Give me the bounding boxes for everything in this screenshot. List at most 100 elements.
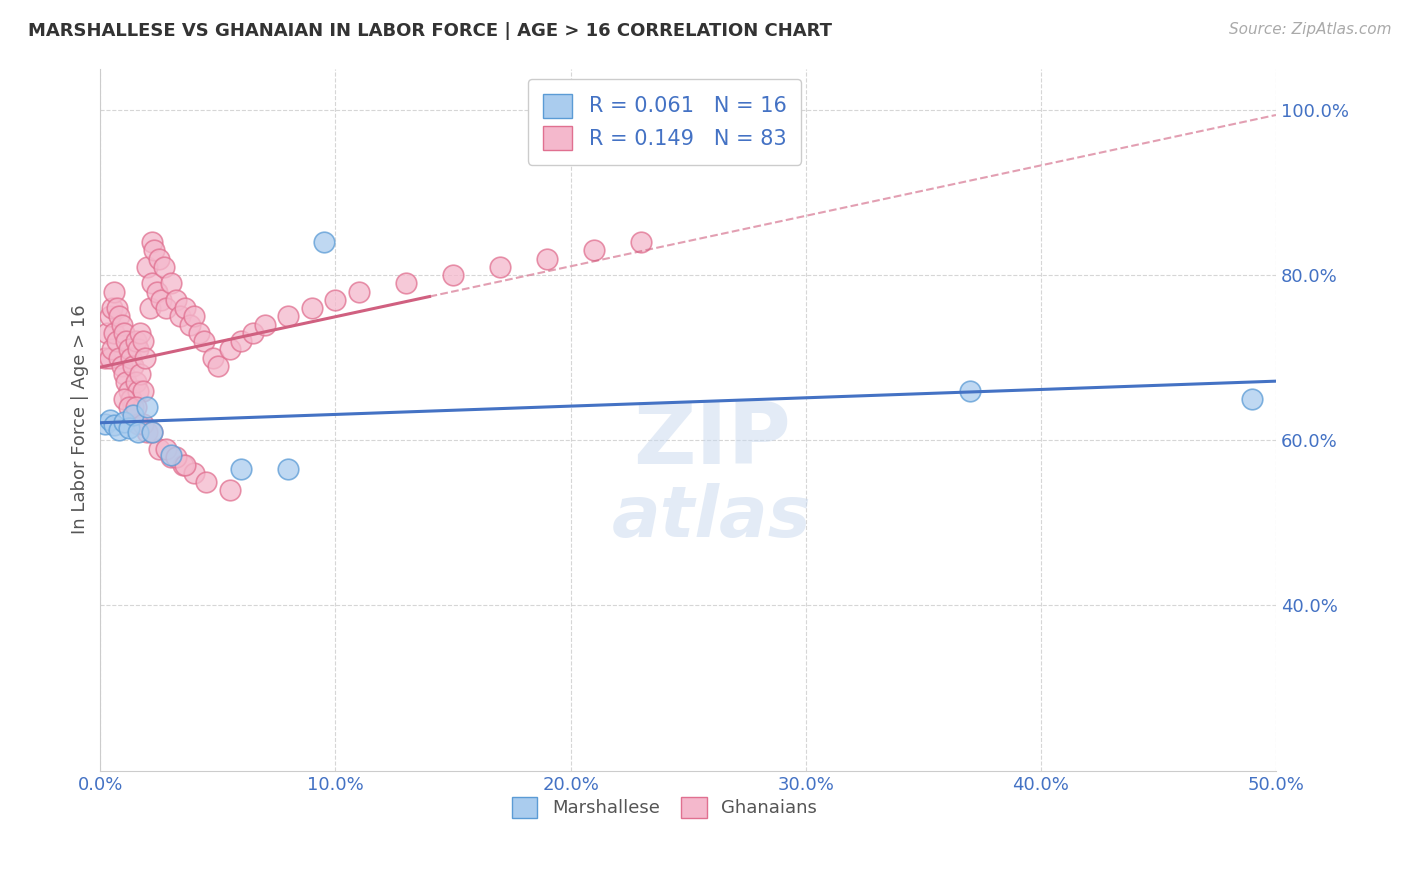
Text: atlas: atlas (612, 483, 811, 552)
Point (183, 467, 205, 481)
Point (120, 392, 142, 406)
Point (141, 235, 163, 249)
Point (129, 367, 152, 381)
Point (127, 384, 149, 398)
Point (112, 326, 135, 340)
Point (148, 252, 170, 266)
Point (117, 343, 139, 357)
Point (122, 409, 145, 423)
Point (277, 462, 299, 476)
Point (108, 310, 131, 324)
Point (195, 475, 218, 489)
Y-axis label: In Labor Force | Age > 16: In Labor Force | Age > 16 (72, 305, 89, 534)
Point (207, 359, 229, 373)
Point (101, 301, 124, 315)
Point (103, 285, 125, 299)
Point (112, 367, 135, 381)
Point (112, 392, 135, 406)
Point (188, 326, 211, 340)
Legend: Marshallese, Ghanaians: Marshallese, Ghanaians (505, 789, 824, 825)
Point (160, 448, 183, 462)
Point (441, 268, 464, 282)
Point (165, 450, 187, 464)
Point (325, 293, 347, 307)
Point (218, 483, 240, 497)
Point (395, 277, 418, 291)
Point (98, 351, 121, 365)
Point (1241, 392, 1264, 406)
Point (253, 318, 276, 332)
Point (174, 458, 197, 472)
Point (179, 318, 201, 332)
Point (96, 326, 118, 340)
Point (138, 301, 160, 315)
Point (103, 418, 125, 433)
Point (127, 417, 149, 431)
Point (218, 343, 240, 357)
Point (110, 359, 132, 373)
Point (124, 376, 146, 390)
Text: MARSHALLESE VS GHANAIAN IN LABOR FORCE | AGE > 16 CORRELATION CHART: MARSHALLESE VS GHANAIAN IN LABOR FORCE |… (28, 22, 832, 40)
Point (94, 351, 117, 365)
Point (231, 334, 253, 348)
Point (124, 334, 146, 348)
Point (115, 334, 138, 348)
Text: ZIP: ZIP (633, 400, 790, 483)
Point (110, 318, 132, 332)
Point (183, 310, 205, 324)
Point (98, 412, 121, 426)
Point (136, 260, 159, 274)
Point (141, 277, 163, 291)
Point (117, 384, 139, 398)
Point (131, 417, 153, 431)
Point (98, 310, 121, 324)
Point (101, 343, 124, 357)
Point (277, 310, 299, 324)
Point (630, 235, 652, 249)
Point (165, 293, 187, 307)
Point (136, 401, 159, 415)
Point (127, 343, 149, 357)
Point (105, 301, 128, 315)
Point (117, 421, 139, 435)
Point (231, 462, 253, 476)
Point (155, 301, 177, 315)
Point (242, 326, 264, 340)
Point (124, 401, 146, 415)
Point (131, 384, 153, 398)
Point (959, 384, 981, 398)
Point (174, 301, 197, 315)
Point (117, 401, 139, 415)
Point (103, 326, 125, 340)
Point (141, 425, 163, 439)
Point (94, 417, 117, 431)
Point (136, 425, 159, 439)
Point (108, 423, 131, 437)
Point (169, 310, 191, 324)
Point (160, 277, 183, 291)
Point (131, 334, 153, 348)
Point (193, 334, 215, 348)
Point (172, 458, 194, 472)
Point (129, 326, 152, 340)
Point (141, 425, 163, 439)
Point (143, 244, 166, 258)
Point (127, 425, 149, 439)
Point (301, 301, 323, 315)
Point (148, 442, 170, 456)
Point (312, 235, 335, 249)
Point (150, 293, 173, 307)
Point (134, 351, 156, 365)
Point (146, 285, 169, 299)
Point (112, 415, 135, 429)
Point (536, 252, 558, 266)
Point (115, 376, 138, 390)
Point (155, 442, 177, 456)
Point (122, 401, 145, 415)
Point (108, 351, 131, 365)
Point (153, 260, 176, 274)
Point (347, 285, 370, 299)
Point (489, 260, 512, 274)
Point (160, 450, 183, 464)
Point (122, 359, 145, 373)
